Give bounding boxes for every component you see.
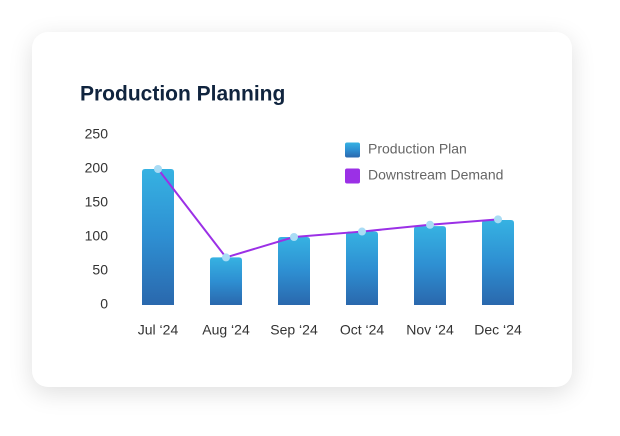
x-tick-label: Jul ‘24	[138, 322, 179, 338]
y-tick-label: 250	[85, 126, 109, 142]
y-tick-label: 50	[92, 262, 108, 278]
line-marker	[494, 215, 502, 224]
x-tick-label: Dec ‘24	[474, 322, 522, 338]
bar	[482, 220, 514, 305]
y-tick-label: 100	[85, 228, 109, 244]
bar	[142, 169, 174, 305]
y-tick-label: 0	[100, 296, 108, 312]
bar	[210, 257, 242, 305]
bar	[346, 231, 378, 305]
legend-label: Production Plan	[368, 141, 467, 157]
x-tick-label: Sep ‘24	[270, 322, 318, 338]
line-marker	[426, 220, 434, 229]
x-tick-label: Aug ‘24	[202, 322, 250, 338]
line	[157, 168, 499, 259]
y-tick-label: 200	[85, 160, 109, 176]
line-marker	[222, 253, 230, 262]
line-marker	[290, 233, 298, 241]
legend-swatch	[345, 168, 360, 184]
legend-swatch	[345, 142, 360, 158]
line-marker	[154, 165, 162, 173]
y-tick-label: 150	[85, 194, 109, 210]
card	[32, 32, 572, 387]
legend-label: Downstream Demand	[368, 167, 503, 183]
bar	[278, 237, 310, 305]
chart-title: Production Planning	[80, 83, 285, 106]
bar	[414, 226, 446, 305]
x-tick-label: Nov ‘24	[406, 322, 454, 338]
x-tick-label: Oct ‘24	[340, 322, 385, 338]
line-marker	[358, 227, 366, 236]
